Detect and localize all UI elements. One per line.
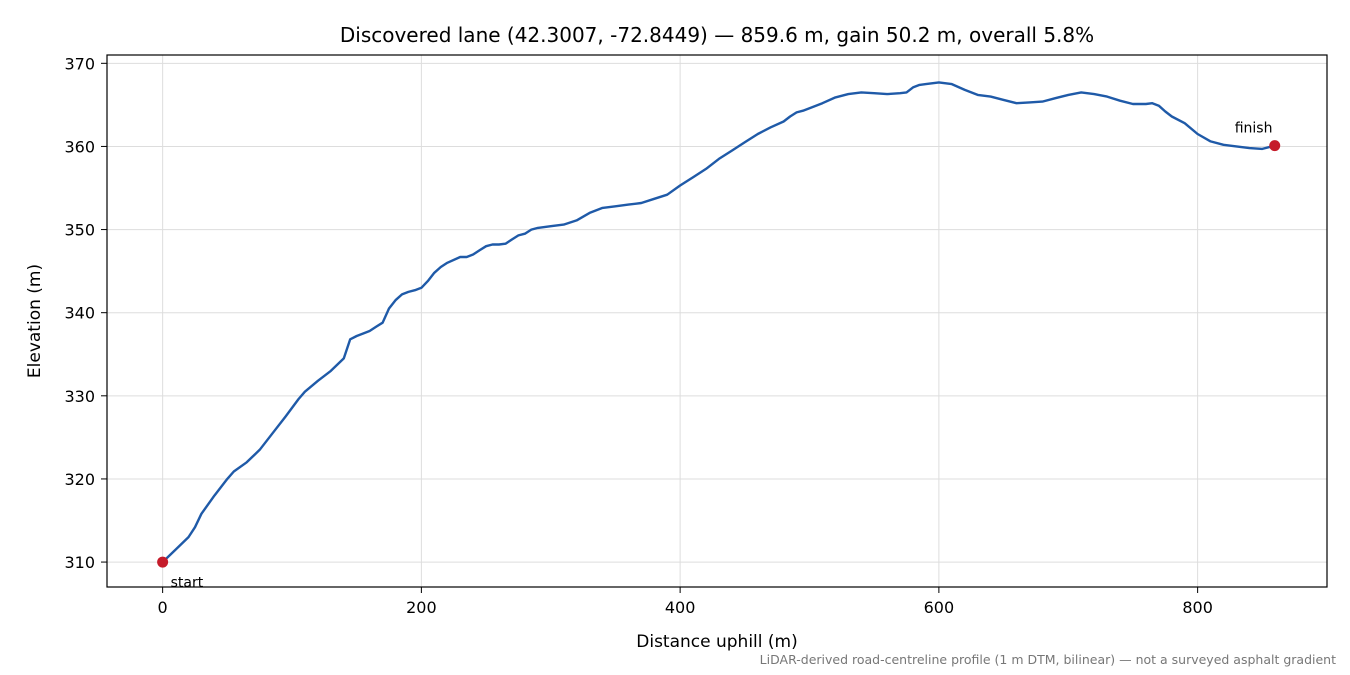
x-tick-label: 400 <box>665 598 696 617</box>
x-tick-label: 200 <box>406 598 437 617</box>
x-tick-label: 800 <box>1182 598 1213 617</box>
y-tick-label: 330 <box>64 387 95 406</box>
y-tick-label: 350 <box>64 221 95 240</box>
start-label: start <box>171 575 204 591</box>
tick-group: 0 200 400 600 800 310 320 330 340 350 360 370 <box>64 54 1212 617</box>
series-group <box>161 81 1276 564</box>
footnote: LiDAR-derived road-centreline profile (1… <box>760 652 1336 667</box>
y-tick-label: 310 <box>64 553 95 572</box>
y-tick-label: 360 <box>64 137 95 156</box>
y-tick-label: 370 <box>64 54 95 73</box>
plot-frame <box>106 54 1328 588</box>
finish-marker <box>1269 140 1281 152</box>
x-tick-label: 600 <box>924 598 955 617</box>
x-axis-label: Distance uphill (m) <box>636 632 797 652</box>
chart-title: Discovered lane (42.3007, -72.8449) — 85… <box>340 23 1094 47</box>
grid-lines <box>107 55 1327 587</box>
start-marker <box>157 556 169 568</box>
elevation-series-line <box>161 81 1276 564</box>
y-axis-label: Elevation (m) <box>25 264 45 378</box>
x-tick-label: 0 <box>158 598 168 617</box>
finish-label: finish <box>1235 121 1273 137</box>
y-tick-label: 340 <box>64 304 95 323</box>
y-tick-label: 320 <box>64 470 95 489</box>
markers-group: start finish <box>157 121 1281 591</box>
